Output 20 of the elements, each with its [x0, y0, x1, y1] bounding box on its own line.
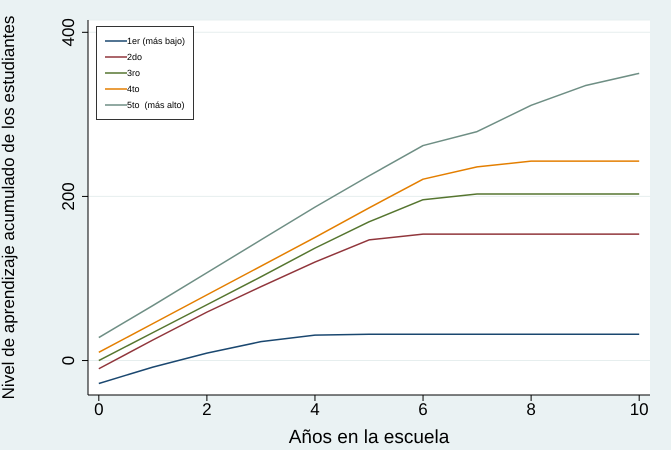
legend-label: 1er (más bajo): [127, 36, 186, 46]
line-series: [98, 233, 640, 370]
y-tick-label: 200: [59, 182, 78, 211]
y-tick-label: 400: [59, 18, 78, 46]
legend-label: 5to (más alto): [127, 100, 185, 110]
x-tick-label: 0: [94, 400, 104, 420]
x-tick-label: 2: [202, 400, 212, 420]
x-axis-title: Años en la escuela: [288, 427, 450, 448]
x-tick-label: 6: [418, 400, 428, 420]
legend-label: 3ro: [127, 68, 140, 78]
x-tick-label: 10: [630, 400, 649, 420]
x-tick-label: 4: [310, 400, 320, 420]
line-series: [98, 160, 640, 354]
y-axis-title: Nivel de aprendizaje acumulado de los estudiantes: [0, 16, 18, 400]
line-series: [98, 193, 640, 362]
line-series: [98, 334, 640, 384]
legend-label: 2do: [127, 52, 142, 62]
y-tick-label: 0: [59, 356, 78, 366]
x-tick-label: 8: [526, 400, 536, 420]
legend-label: 4to: [127, 84, 140, 94]
